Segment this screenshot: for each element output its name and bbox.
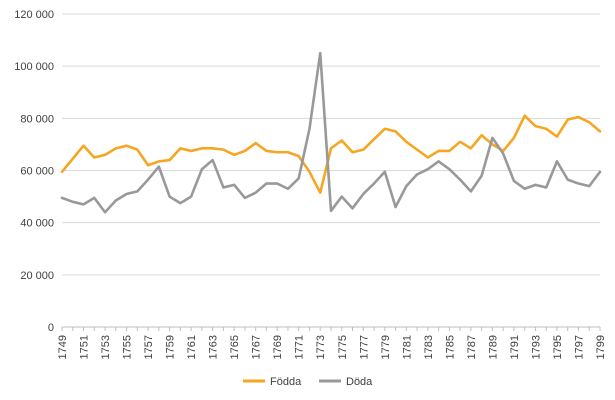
y-tick-label: 60 000 [20,166,54,178]
x-tick-label: 1763 [208,335,220,359]
legend: Födda Döda [243,376,373,388]
x-tick-label: 1767 [251,335,263,359]
x-tick-label: 1799 [595,335,607,359]
x-tick-label: 1751 [79,335,91,359]
legend-label-doda: Döda [346,376,373,388]
x-tick-label: 1783 [423,335,435,359]
x-tick-label: 1777 [358,335,370,359]
x-tick-label: 1749 [57,335,69,359]
x-tick-label: 1753 [100,335,112,359]
y-tick-label: 20 000 [20,270,54,282]
grid-lines [62,13,600,276]
y-tick-label: 120 000 [14,9,54,21]
x-tick-label: 1761 [186,335,198,359]
legend-label-fodda: Födda [270,376,302,388]
x-tick-label: 1787 [466,335,478,359]
x-tick-label: 1771 [294,335,306,359]
y-axis-ticks: 0 20 000 40 000 60 000 80 000 100 000 120 000 [14,9,54,334]
x-tick-label: 1755 [122,335,134,359]
x-tick-label: 1789 [487,335,499,359]
series-line-fodda [60,114,602,194]
y-tick-label: 0 [48,322,54,334]
x-tick-label: 1759 [165,335,177,359]
x-tick-label: 1769 [272,335,284,359]
y-tick-label: 100 000 [14,61,54,73]
series-line-doda [60,51,602,214]
y-tick-label: 80 000 [20,113,54,125]
x-tick-label: 1785 [444,335,456,359]
x-tick-label: 1765 [229,335,241,359]
x-tick-label: 1791 [509,335,521,359]
series-lines [60,51,602,214]
x-axis-ticks: 1749 1751 1753 1755 1757 1759 1761 1763 1765 1767… [57,335,607,359]
x-tick-label: 1779 [380,335,392,359]
y-tick-label: 40 000 [20,218,54,230]
x-tick-label: 1781 [401,335,413,359]
x-tick-label: 1795 [552,335,564,359]
x-tick-label: 1757 [143,335,155,359]
x-tick-label: 1775 [337,335,349,359]
x-tick-label: 1797 [573,335,585,359]
axes [61,326,601,331]
x-tick-label: 1793 [530,335,542,359]
x-tick-label: 1773 [315,335,327,359]
